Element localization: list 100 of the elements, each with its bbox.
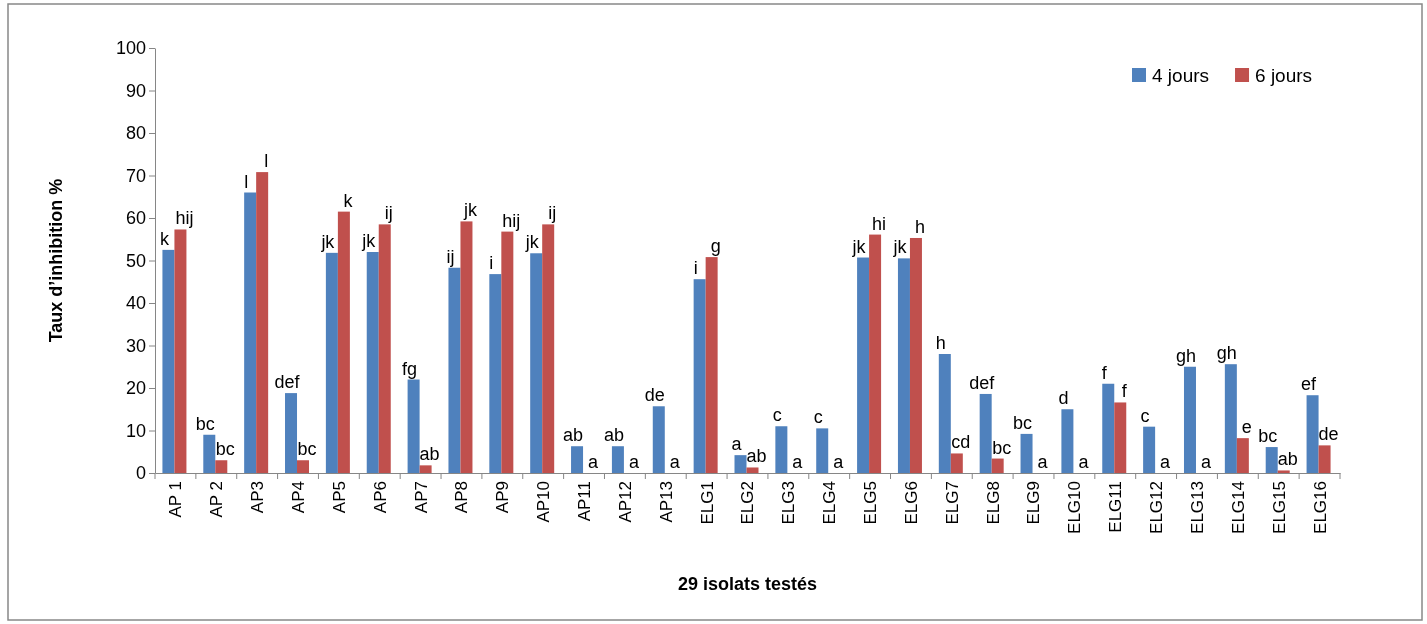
data-label: ab: [603, 425, 624, 446]
bar: [162, 249, 175, 473]
data-label: a: [669, 452, 681, 472]
data-label: d: [1058, 388, 1069, 409]
x-tick-label: AP7: [411, 481, 431, 514]
x-tick-label: ELG6: [901, 481, 921, 525]
bar: [816, 428, 829, 473]
bar: [215, 460, 228, 473]
data-label: jk: [320, 231, 336, 252]
bar: [1318, 445, 1331, 473]
bar: [501, 231, 514, 473]
x-tick-label: ELG1: [697, 481, 717, 525]
y-tick-label: 60: [125, 208, 146, 229]
bar: [203, 434, 216, 473]
x-tick-label: ELG16: [1310, 481, 1330, 534]
data-label: a: [792, 452, 804, 472]
x-tick-label: AP4: [288, 481, 308, 514]
bar: [337, 211, 350, 473]
bar: [325, 252, 338, 473]
bar: [1061, 409, 1074, 473]
y-tick-label: 0: [135, 463, 146, 484]
bar: [1143, 426, 1156, 473]
bar: [448, 267, 461, 473]
y-tick-label: 80: [125, 123, 146, 144]
bar: [489, 274, 502, 473]
bar: [297, 460, 310, 473]
y-axis-title: Taux d’inhibition %: [46, 178, 66, 343]
data-label: f: [1121, 381, 1128, 402]
data-label: hij: [502, 210, 521, 231]
x-tick-label: ELG4: [820, 481, 840, 525]
y-tick-label: 10: [125, 420, 146, 441]
data-label: de: [1318, 424, 1339, 445]
data-label: h: [914, 216, 925, 237]
data-label: cd: [951, 432, 971, 453]
bar: [857, 257, 870, 473]
data-label: g: [710, 236, 721, 257]
data-label: l: [264, 151, 269, 172]
bar: [244, 192, 257, 473]
x-tick-label: AP10: [534, 481, 554, 523]
data-label: ij: [446, 246, 455, 267]
data-label: bc: [1258, 426, 1278, 447]
y-tick-label: 40: [125, 293, 146, 314]
data-label: a: [1078, 452, 1090, 472]
x-tick-label: AP13: [656, 481, 676, 523]
x-tick-label: AP 1: [166, 481, 186, 518]
bar: [1020, 433, 1033, 473]
bar: [407, 379, 420, 473]
data-label: bc: [992, 437, 1012, 458]
x-tick-label: ELG11: [1106, 481, 1126, 533]
data-label: def: [274, 372, 301, 393]
bar: [1277, 470, 1290, 473]
x-tick-label: ELG13: [1187, 481, 1207, 534]
bar: [256, 172, 269, 473]
x-tick-label: AP 2: [207, 481, 227, 518]
x-tick-label: ELG7: [942, 481, 962, 525]
bar: [611, 446, 624, 473]
x-tick-label: AP3: [248, 481, 268, 514]
x-tick-label: AP6: [370, 481, 390, 514]
bar: [1265, 447, 1278, 473]
bar: [174, 229, 187, 473]
x-tick-label: AP12: [615, 481, 635, 523]
bar: [530, 253, 543, 473]
legend-label: 4 jours: [1152, 64, 1210, 86]
bar: [979, 393, 992, 473]
y-tick-label: 50: [125, 250, 146, 271]
x-tick-label: ELG3: [779, 481, 799, 525]
x-tick-label: AP11: [575, 481, 594, 522]
y-tick-label: 100: [115, 38, 146, 59]
data-label: e: [1241, 417, 1252, 438]
bar: [991, 458, 1004, 473]
x-tick-label: ELG8: [983, 481, 1003, 525]
data-label: ab: [563, 425, 584, 446]
bar: [1183, 366, 1196, 473]
bar: [1102, 383, 1115, 473]
data-label: k: [159, 228, 170, 249]
data-label: jk: [462, 200, 478, 221]
x-tick-label: AP5: [329, 481, 349, 514]
data-label: gh: [1175, 345, 1196, 366]
data-label: a: [628, 452, 640, 472]
x-axis-title: 29 isolats testés: [677, 574, 818, 594]
y-tick-label: 70: [125, 165, 146, 186]
data-label: bc: [215, 439, 235, 460]
data-label: a: [588, 452, 600, 472]
bar: [1224, 364, 1237, 473]
bar: [1236, 438, 1249, 473]
bar: [938, 354, 951, 473]
data-label: hij: [175, 208, 194, 229]
data-label: de: [644, 385, 665, 406]
bar: [285, 393, 298, 473]
data-label: h: [935, 333, 946, 353]
data-label: bc: [195, 413, 215, 434]
bar: [419, 465, 432, 473]
bar: [909, 237, 922, 473]
x-tick-label: ELG5: [861, 481, 881, 525]
x-tick-label: ELG2: [738, 481, 758, 525]
x-tick-label: ELG15: [1269, 481, 1289, 534]
x-tick-label: ELG14: [1228, 481, 1248, 534]
bar: [705, 257, 718, 473]
data-label: ij: [384, 203, 393, 224]
data-label: jk: [361, 231, 377, 251]
